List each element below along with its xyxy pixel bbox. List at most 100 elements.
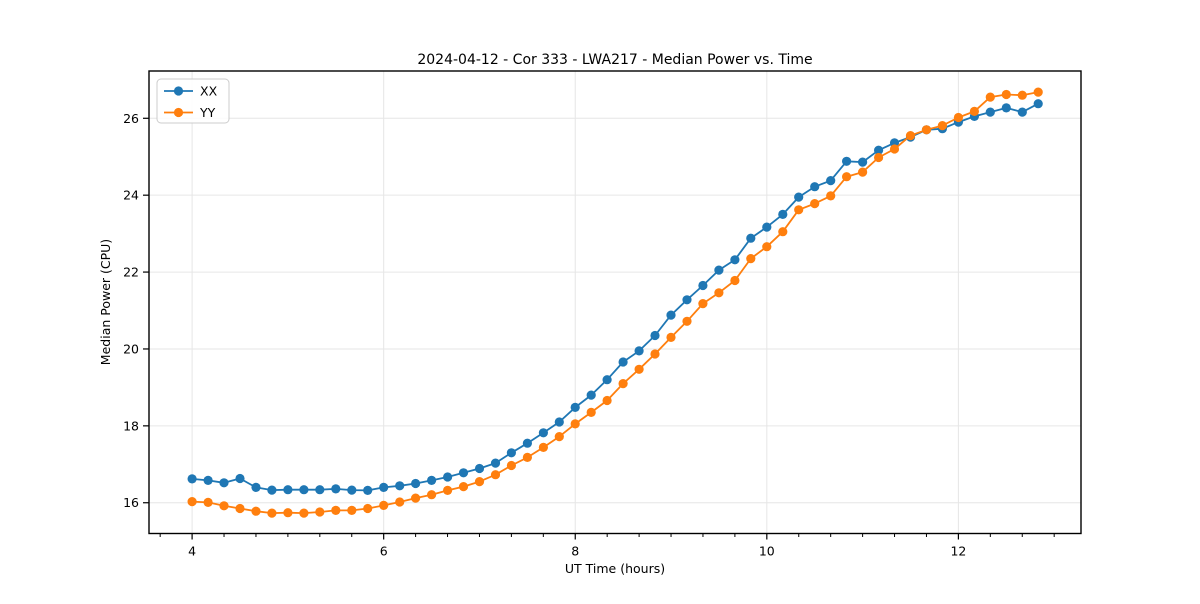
- series-YY-point: [411, 493, 421, 503]
- series-YY-point: [889, 144, 900, 154]
- series-YY-point: [730, 275, 740, 286]
- series-YY-point: [762, 242, 772, 252]
- x-axis-label: UT Time (hours): [565, 561, 665, 576]
- series-XX-point: [331, 484, 341, 494]
- series-layer: [187, 87, 1043, 518]
- series-XX-point: [618, 357, 628, 367]
- series-YY-point: [251, 506, 261, 516]
- plot-frame: [148, 70, 1082, 535]
- series-XX-point: [347, 485, 357, 495]
- series-XX-point: [985, 107, 995, 117]
- series-XX-point: [810, 182, 820, 192]
- series-YY-point: [1017, 90, 1027, 100]
- series-XX-point: [251, 482, 261, 492]
- series-YY-point: [666, 332, 676, 342]
- series-XX-point: [458, 468, 469, 478]
- series-YY-point: [969, 106, 980, 116]
- y-tick-label: 22: [123, 265, 139, 280]
- series-YY-point: [714, 288, 724, 298]
- series-YY-point: [826, 191, 836, 201]
- series-YY-line: [192, 91, 1039, 514]
- series-YY-point: [953, 112, 964, 123]
- series-XX-point: [411, 478, 421, 489]
- series-YY-point: [570, 419, 580, 429]
- axes-layer: 4 6 8 10 12 16 18 20 22 24 26: [123, 70, 1082, 559]
- y-tick-label: 20: [123, 341, 139, 356]
- series-YY-point: [698, 299, 708, 309]
- legend-marker: [173, 107, 184, 118]
- series-YY-point: [985, 92, 995, 102]
- series-YY-point: [522, 452, 533, 462]
- series-YY-point: [490, 470, 501, 480]
- series-YY-point: [650, 349, 660, 359]
- legend-label: YY: [199, 105, 216, 120]
- series-YY-point: [331, 505, 341, 515]
- series-YY-point: [842, 172, 852, 182]
- series-YY-point: [554, 432, 564, 442]
- series-XX-point: [379, 482, 389, 492]
- series-XX-point: [506, 448, 516, 458]
- y-tick-label: 18: [123, 418, 139, 433]
- series-YY-point: [602, 395, 612, 406]
- grid-layer: [149, 71, 1081, 534]
- series-XX-point: [490, 458, 501, 468]
- series-YY-point: [618, 379, 628, 389]
- series-YY-point: [458, 482, 469, 492]
- series-XX-point: [283, 485, 293, 495]
- series-XX-point: [602, 375, 612, 385]
- series-YY-point: [682, 316, 692, 326]
- series-XX-point: [874, 145, 884, 155]
- series-XX-point: [395, 481, 405, 491]
- legend-entry-YY: YY: [164, 105, 216, 120]
- series-XX-point: [315, 485, 325, 495]
- series-YY-point: [746, 254, 756, 264]
- chart-title: 2024-04-12 - Cor 333 - LWA217 - Median P…: [417, 52, 812, 68]
- legend-entry-XX: XX: [164, 84, 218, 99]
- series-XX-point: [650, 330, 660, 341]
- series-YY-point: [1001, 89, 1011, 100]
- series-YY-point: [379, 500, 389, 510]
- series-YY-point: [443, 485, 453, 495]
- series-YY-point: [586, 407, 596, 417]
- series-XX-point: [1001, 103, 1011, 113]
- series-XX-point: [842, 156, 852, 166]
- series-XX-point: [1017, 107, 1027, 117]
- series-YY-point: [474, 477, 485, 487]
- series-YY-point: [363, 503, 373, 514]
- series-XX-point: [427, 475, 437, 485]
- x-tick-label: 12: [950, 544, 966, 559]
- legend-box: [156, 78, 230, 124]
- series-YY-point: [219, 501, 229, 511]
- series-XX-point: [698, 280, 708, 291]
- series-YY-point: [315, 507, 325, 517]
- series-XX-point: [235, 473, 245, 484]
- y-tick-label: 24: [123, 188, 139, 203]
- series-XX-line: [192, 102, 1039, 492]
- series-YY-point: [937, 121, 948, 131]
- series-YY-point: [921, 125, 932, 135]
- series-XX-point: [778, 209, 788, 219]
- y-axis-label: Median Power (CPU): [98, 239, 113, 365]
- series-YY-point: [203, 497, 213, 507]
- series-YY-point: [858, 167, 868, 177]
- series-XX-point: [554, 417, 564, 427]
- series-YY-point: [235, 503, 245, 514]
- series-YY-point: [905, 131, 916, 141]
- series-XX-point: [762, 222, 772, 232]
- series-YY-point: [794, 205, 804, 215]
- legend-marker: [173, 86, 184, 96]
- series-YY-point: [427, 490, 437, 500]
- series-XX-point: [682, 295, 692, 305]
- series-XX-point: [826, 176, 836, 186]
- x-tick-label: 10: [759, 544, 775, 559]
- series-YY-point: [506, 460, 516, 471]
- series-XX-point: [299, 485, 309, 495]
- series-YY-point: [634, 364, 644, 374]
- series-YY-point: [395, 497, 405, 507]
- series-XX-point: [586, 390, 596, 400]
- series-XX-point: [730, 255, 740, 265]
- series-XX-point: [203, 475, 213, 485]
- series-XX-point: [634, 346, 644, 356]
